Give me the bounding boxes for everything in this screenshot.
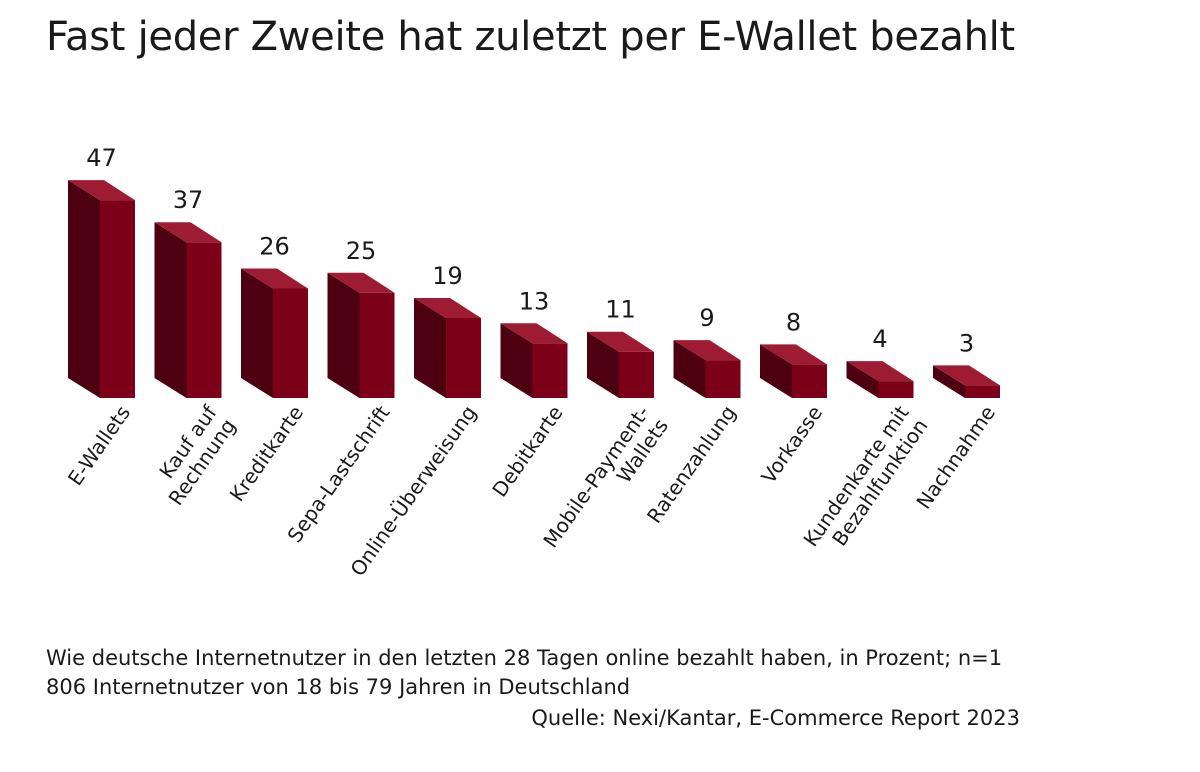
bar — [673, 340, 741, 398]
bar — [414, 298, 481, 398]
value-label: 9 — [699, 304, 714, 332]
bar-front — [446, 318, 481, 398]
bar — [500, 323, 568, 398]
bar-top — [414, 298, 481, 319]
chart-title: Fast jeder Zweite hat zuletzt per E-Wall… — [46, 14, 1015, 60]
bar-front — [100, 200, 135, 398]
category-label: E-Wallets — [63, 401, 135, 490]
bar-top — [327, 272, 395, 293]
bar-front — [359, 292, 395, 398]
bar-top — [673, 340, 741, 361]
category-label: Vorkasse — [756, 401, 827, 488]
bar-side — [241, 268, 273, 398]
value-label: 47 — [86, 144, 117, 172]
bar-top — [846, 361, 914, 382]
bar — [154, 222, 222, 398]
bar-top — [154, 222, 222, 243]
bar-side — [500, 323, 533, 398]
bar-top — [68, 180, 135, 201]
bar-side — [414, 298, 446, 398]
bar — [933, 365, 1000, 398]
bar-front — [532, 343, 568, 398]
bar-front — [186, 242, 222, 398]
bar-front — [965, 385, 1000, 398]
bar-front — [792, 364, 827, 398]
value-label: 13 — [519, 287, 550, 315]
bar-front — [619, 351, 654, 398]
bar-side — [154, 222, 187, 398]
bar-front — [878, 381, 914, 398]
bar-top — [587, 331, 654, 352]
bar — [241, 268, 308, 398]
value-label: 37 — [173, 186, 204, 214]
bar — [327, 272, 395, 398]
value-label: 11 — [605, 296, 636, 324]
bar-side — [587, 331, 619, 398]
value-label: 4 — [872, 325, 887, 353]
category-label: Nachnahme — [911, 401, 1000, 513]
value-label: 19 — [432, 262, 463, 290]
value-label: 8 — [786, 308, 801, 336]
category-label: Kreditkarte — [225, 401, 308, 506]
chart-source: Quelle: Nexi/Kantar, E-Commerce Report 2… — [531, 706, 1020, 730]
bar-front — [273, 288, 308, 398]
value-label: 25 — [346, 237, 377, 265]
bar — [760, 344, 827, 398]
bar — [846, 361, 914, 398]
bar — [68, 180, 135, 398]
bar-top — [933, 365, 1000, 386]
bar-top — [241, 268, 308, 289]
bar-front — [705, 360, 741, 398]
bar-side — [673, 340, 706, 398]
value-label: 3 — [959, 329, 974, 357]
bar-top — [760, 344, 827, 365]
bar-side — [760, 344, 792, 398]
bar-side — [68, 180, 100, 398]
value-label: 26 — [259, 233, 290, 261]
bar-side — [846, 361, 879, 398]
bar-side — [933, 365, 965, 398]
chart-note: Wie deutsche Internetnutzer in den letzt… — [46, 646, 1003, 699]
bar — [587, 331, 654, 398]
category-label: Debitkarte — [487, 401, 567, 501]
bar-top — [500, 323, 568, 344]
bar-side — [327, 272, 360, 398]
